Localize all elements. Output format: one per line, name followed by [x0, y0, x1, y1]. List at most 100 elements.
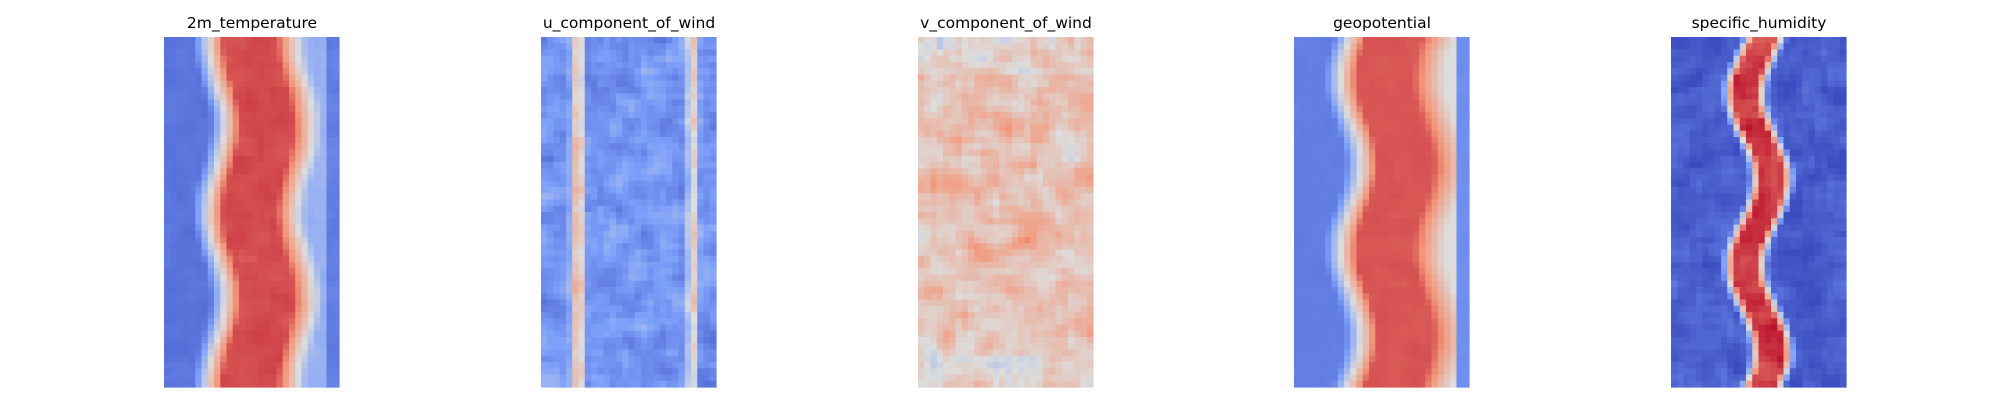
heatmap-cell [641, 143, 648, 151]
heatmap-cell [974, 137, 982, 144]
heatmap-cell [597, 299, 605, 307]
heatmap-cell [943, 318, 950, 326]
heatmap-cell [578, 168, 586, 176]
heatmap-cell [980, 37, 988, 44]
heatmap-cell [993, 374, 1000, 382]
heatmap-cell [1086, 168, 1094, 176]
heatmap-cell [559, 255, 567, 263]
heatmap-cell [332, 143, 340, 151]
heatmap-cell [220, 55, 228, 63]
heatmap-cell [936, 199, 944, 207]
heatmap-cell [307, 137, 315, 144]
heatmap-cell [709, 293, 717, 301]
heatmap-cell [684, 293, 692, 301]
heatmap-cell [547, 155, 555, 163]
heatmap-cell [553, 162, 561, 169]
heatmap-cell [691, 87, 698, 94]
heatmap-cell [1080, 49, 1088, 57]
heatmap-cell [616, 99, 623, 107]
heatmap-cell [974, 312, 982, 319]
heatmap-cell [659, 80, 667, 88]
heatmap-cell [936, 255, 944, 263]
heatmap-cell [918, 137, 925, 144]
heatmap-cell [1074, 105, 1082, 113]
heatmap-cell [239, 99, 246, 107]
heatmap-cell [314, 374, 321, 382]
heatmap-cell [182, 87, 190, 94]
heatmap-cell [176, 118, 184, 126]
heatmap-cell [672, 124, 680, 132]
heatmap-cell [936, 93, 944, 101]
heatmap-cell [295, 368, 303, 376]
heatmap-cell [622, 137, 630, 144]
heatmap-cell [239, 243, 246, 251]
heatmap-cell [1456, 93, 1464, 101]
heatmap-cell [968, 180, 975, 188]
heatmap-cell [182, 368, 190, 376]
heatmap-cell [245, 74, 253, 82]
heatmap-cell [251, 174, 259, 182]
heatmap-cell [918, 280, 925, 288]
heatmap-cell [993, 305, 1000, 313]
heatmap-cell [195, 68, 203, 76]
heatmap-cell [703, 230, 711, 238]
heatmap-cell [332, 199, 340, 207]
heatmap-cell [307, 112, 315, 119]
heatmap-cell [245, 49, 253, 57]
heatmap-cell [659, 168, 667, 176]
heatmap-cell [641, 293, 648, 301]
heatmap-cell [270, 330, 278, 338]
heatmap-cell [572, 112, 580, 119]
heatmap-cell [609, 305, 617, 313]
heatmap-cell [918, 49, 925, 57]
heatmap-cell [943, 68, 950, 76]
heatmap-cell [672, 268, 680, 276]
heatmap-cell [276, 55, 284, 63]
heatmap-cell [264, 218, 271, 226]
heatmap-cell [961, 180, 969, 188]
heatmap-cell [289, 80, 296, 88]
heatmap-cell [1036, 299, 1044, 307]
heatmap-cell [1055, 293, 1063, 301]
heatmap-cell [1306, 74, 1314, 82]
heatmap-cell [547, 268, 555, 276]
heatmap-cell [1406, 37, 1414, 44]
heatmap-cell [1068, 368, 1075, 376]
heatmap-cell [1055, 237, 1063, 244]
heatmap-cell [251, 268, 259, 276]
heatmap-cell [320, 224, 328, 232]
heatmap-cell [1055, 180, 1063, 188]
heatmap-cell [220, 343, 228, 351]
heatmap-cell [239, 124, 246, 132]
heatmap-cell [332, 343, 340, 351]
heatmap-cell [307, 305, 315, 313]
heatmap-cell [684, 74, 692, 82]
heatmap-cell [672, 318, 680, 326]
heatmap-cell [584, 80, 592, 88]
heatmap-cell [282, 118, 290, 126]
heatmap-cell [1337, 74, 1345, 82]
heatmap-cell [251, 380, 259, 388]
heatmap-cell [1024, 193, 1032, 201]
heatmap-cell [986, 280, 994, 288]
heatmap-cell [986, 299, 994, 307]
heatmap-cell [936, 49, 944, 57]
heatmap-cell [1074, 305, 1082, 313]
heatmap-cell [301, 362, 309, 369]
heatmap-cell [1080, 299, 1088, 307]
heatmap-cell [578, 187, 586, 194]
heatmap-cell [578, 130, 586, 138]
heatmap-cell [553, 155, 561, 163]
heatmap-cell [628, 149, 636, 157]
heatmap-cell [993, 180, 1000, 188]
heatmap-cell [1086, 224, 1094, 232]
heatmap-cell [1018, 162, 1025, 169]
heatmap-cell [1369, 80, 1376, 88]
heatmap-cell [276, 193, 284, 201]
heatmap-cell [326, 368, 334, 376]
heatmap-cell [307, 155, 315, 163]
heatmap-cell [320, 274, 328, 282]
heatmap-cell [1030, 368, 1038, 376]
heatmap-cell [239, 368, 246, 376]
heatmap-cell [684, 199, 692, 207]
